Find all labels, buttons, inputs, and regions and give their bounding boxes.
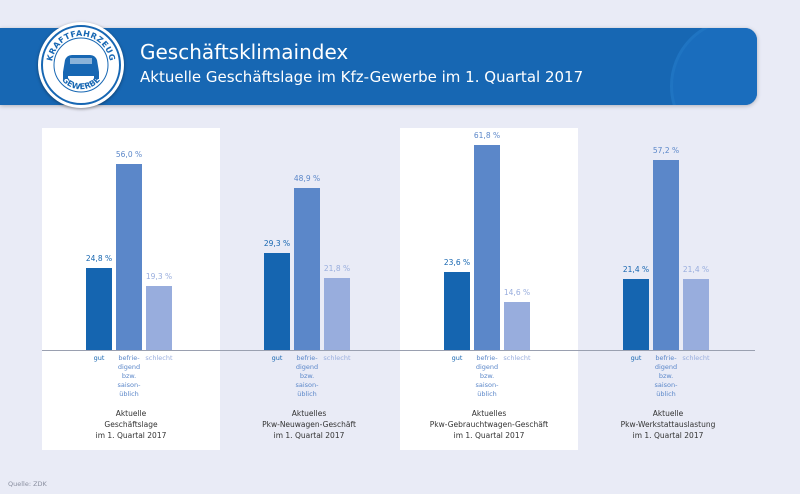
- category-label-line: üblich: [477, 390, 497, 398]
- category-label-line: saison-: [117, 381, 141, 389]
- category-label-line: befrie-: [296, 354, 318, 362]
- category-label-line: üblich: [119, 390, 139, 398]
- value-label: 14,6 %: [503, 287, 531, 297]
- value-label: 56,0 %: [115, 150, 143, 159]
- caption-line: Pkw-Gebrauchtwagen-Geschäft: [429, 420, 549, 429]
- category-label-line: schlecht: [145, 354, 173, 362]
- kfz-gewerbe-logo: KRAFTFAHRZEUG GEWERBE: [38, 22, 124, 108]
- bar-befriedigend: [474, 144, 500, 350]
- bar-gut: [86, 267, 112, 350]
- category-label-schlecht: schlecht: [679, 354, 713, 363]
- category-label-line: digend: [475, 363, 499, 371]
- group-caption: Aktuelle Geschäftslage im 1. Quartal 2017: [42, 408, 220, 441]
- category-label-line: bzw.: [121, 372, 137, 380]
- category-label-line: gut: [630, 354, 642, 362]
- category-label-line: üblich: [656, 390, 676, 398]
- page-subtitle: Aktuelle Geschäftslage im Kfz-Gewerbe im…: [140, 68, 584, 86]
- caption-line: im 1. Quartal 2017: [273, 431, 345, 440]
- value-label: 29,3 %: [263, 238, 291, 248]
- category-label-befriedigend: befrie-digend bzw. saison-üblich: [290, 354, 324, 399]
- bar-schlecht: [324, 277, 350, 350]
- category-label-befriedigend: befrie-digend bzw. saison-üblich: [649, 354, 683, 399]
- caption-line: Pkw-Werkstattauslastung: [620, 420, 716, 429]
- caption-line: im 1. Quartal 2017: [453, 431, 525, 440]
- caption-line: Geschäftslage: [104, 420, 158, 429]
- category-label-schlecht: schlecht: [142, 354, 176, 363]
- category-label-line: gut: [451, 354, 463, 362]
- category-label-line: bzw.: [479, 372, 495, 380]
- category-label-line: befrie-: [476, 354, 498, 362]
- value-label: 24,8 %: [85, 253, 113, 263]
- header-banner: Geschäftsklimaindex Aktuelle Geschäftsla…: [0, 28, 757, 105]
- category-label-schlecht: schlecht: [320, 354, 354, 363]
- category-label-line: digend: [295, 363, 319, 371]
- category-label-line: saison-: [475, 381, 499, 389]
- value-label: 48,9 %: [293, 173, 321, 183]
- category-label-line: befrie-: [655, 354, 677, 362]
- category-label-line: schlecht: [503, 354, 531, 362]
- value-label: 21,4 %: [622, 264, 650, 274]
- value-label: 23,6 %: [443, 257, 471, 267]
- category-label-line: gut: [271, 354, 283, 362]
- group-caption: Aktuelles Pkw-Gebrauchtwagen-Geschäft im 1…: [400, 408, 578, 441]
- x-axis-line: [42, 350, 755, 351]
- category-label-line: schlecht: [682, 354, 710, 362]
- category-label-befriedigend: befrie-digend bzw. saison-üblich: [470, 354, 504, 399]
- bar-gut: [264, 252, 290, 350]
- bar-schlecht: [146, 285, 172, 350]
- caption-line: im 1. Quartal 2017: [95, 431, 167, 440]
- category-label-line: gut: [93, 354, 105, 362]
- caption-line: Aktuelles: [291, 409, 327, 418]
- caption-line: Aktuelles: [471, 409, 507, 418]
- bar-schlecht: [504, 301, 530, 350]
- bar-befriedigend: [294, 187, 320, 350]
- bar-gut: [623, 278, 649, 350]
- caption-line: im 1. Quartal 2017: [632, 431, 704, 440]
- category-label-befriedigend: befrie-digend bzw. saison-üblich: [112, 354, 146, 399]
- caption-line: Aktuelle: [652, 409, 684, 418]
- value-label: 21,8 %: [323, 263, 351, 273]
- category-label-line: digend: [654, 363, 678, 371]
- caption-line: Pkw-Neuwagen-Geschäft: [262, 420, 356, 429]
- category-label-line: saison-: [295, 381, 319, 389]
- value-label: 21,4 %: [682, 264, 710, 274]
- watermark-logo-icon: [670, 28, 757, 105]
- bar-gut: [444, 271, 470, 350]
- category-label-gut: gut: [82, 354, 116, 363]
- category-label-line: schlecht: [323, 354, 351, 362]
- category-label-gut: gut: [440, 354, 474, 363]
- value-label: 61,8 %: [473, 130, 501, 140]
- value-label: 57,2 %: [652, 146, 680, 155]
- group-caption: Aktuelles Pkw-Neuwagen-Geschäft im 1. Quar…: [220, 408, 398, 441]
- group-caption: Aktuelle Pkw-Werkstattauslastung im 1. Qua…: [579, 408, 757, 441]
- category-label-line: bzw.: [658, 372, 674, 380]
- category-label-line: saison-: [654, 381, 678, 389]
- category-label-gut: gut: [260, 354, 294, 363]
- category-label-gut: gut: [619, 354, 653, 363]
- caption-line: Aktuelle: [115, 409, 147, 418]
- source-note: Quelle: ZDK: [8, 480, 47, 488]
- value-label: 19,3 %: [145, 271, 173, 281]
- category-label-line: befrie-: [118, 354, 140, 362]
- bar-schlecht: [683, 278, 709, 350]
- page-title: Geschäftsklimaindex: [140, 40, 349, 64]
- bar-befriedigend: [116, 164, 142, 350]
- bar-befriedigend: [653, 160, 679, 350]
- category-label-line: digend: [117, 363, 141, 371]
- category-label-line: bzw.: [299, 372, 315, 380]
- category-label-line: üblich: [297, 390, 317, 398]
- category-label-schlecht: schlecht: [500, 354, 534, 363]
